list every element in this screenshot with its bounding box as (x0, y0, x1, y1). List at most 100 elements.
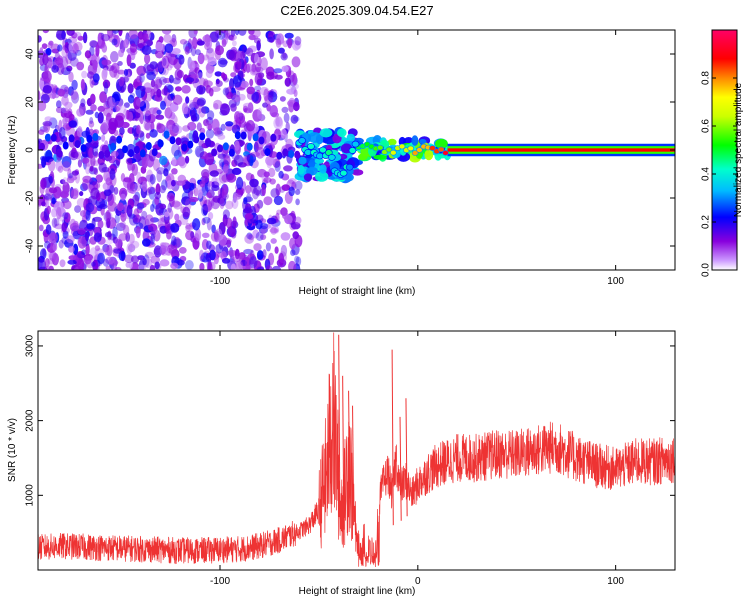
spectrogram-cell (208, 180, 213, 190)
spectrogram-cell (135, 226, 141, 239)
snr-spike (348, 390, 351, 499)
snr-panel: -100 0 100 1000 2000 3000 Height of straight… (7, 330, 676, 597)
spectrogram-cell (139, 149, 146, 158)
spectrogram-cell (104, 246, 111, 256)
spectrogram-cell (84, 255, 92, 265)
spectrogram-cell (181, 143, 188, 152)
spectrogram-cell (89, 128, 94, 136)
spectrogram-cell (118, 30, 123, 37)
spectrogram-cell (265, 155, 275, 166)
spectrogram-cell (38, 35, 42, 43)
colorbar-gradient (711, 29, 738, 271)
spectrogram-cell (184, 46, 190, 55)
spectrogram-cell (109, 168, 116, 181)
spectrogram-cell (249, 35, 259, 40)
spectrogram-cell (277, 47, 285, 54)
spectrogram-cell (170, 262, 179, 270)
spectrogram-cell (223, 77, 230, 83)
spectrogram-cell (156, 109, 162, 115)
spectrogram-cell (44, 195, 50, 209)
spectrogram-cell (129, 43, 137, 53)
spectrogram-cell (159, 244, 170, 256)
spectrogram-cell (225, 121, 234, 127)
spectrogram-cell (61, 107, 70, 114)
spectrogram-cell (171, 168, 178, 175)
spectrogram-cell (46, 205, 51, 215)
spectrogram-cell (199, 262, 205, 270)
spectrogram-cell (189, 60, 196, 71)
spectrogram-cell (214, 48, 221, 60)
spectrogram-cell (223, 163, 229, 174)
spectrogram-cell (233, 154, 244, 166)
spectrogram-cell (178, 247, 187, 254)
spectrogram-cell (273, 117, 284, 130)
spectrogram-cell (147, 186, 156, 195)
snr-y-tick-label: 2000 (25, 409, 36, 432)
spectrogram-cell (136, 171, 142, 185)
spectrogram-cell (315, 171, 329, 182)
spectrogram-cell (156, 122, 162, 130)
spectrogram-cell (164, 219, 171, 229)
colorbar-label: Normalized spectral amplitude (733, 82, 744, 217)
spectrogram-cell (127, 83, 134, 94)
spectrogram-cell (125, 109, 130, 120)
spectrogram-cell (77, 258, 85, 270)
spectrogram-cell (61, 222, 67, 233)
spectrogram-cell (274, 74, 283, 80)
spectrogram-cell (92, 160, 100, 166)
spectrogram-cell (42, 85, 53, 94)
spectrogram-cell (89, 247, 98, 260)
colorbar-tick-label: 0.0 (701, 263, 712, 277)
spectrogram-cell (118, 233, 128, 241)
spectrogram-cell (45, 224, 52, 235)
spectrogram-cell (270, 238, 277, 244)
spectrogram-cell (59, 259, 66, 268)
spectrogram-cell (58, 239, 64, 249)
spectrogram-cell (207, 123, 213, 131)
spectrogram-cell (98, 151, 105, 159)
spectrogram-cell (256, 266, 265, 270)
spectrogram-cell (139, 73, 145, 83)
spectrogram-cell (89, 165, 94, 172)
spectrogram-cell (291, 40, 301, 51)
spectrogram-cell (230, 72, 237, 78)
spectrogram-cell (294, 189, 301, 196)
spectrogram-cell (351, 169, 364, 176)
spectrogram-cell (276, 151, 283, 160)
spectrogram-cell (192, 218, 201, 231)
spectrogram-cell (181, 102, 189, 115)
spectrogram-cell (200, 252, 210, 263)
spectrogram-cell (207, 110, 215, 121)
spectrogram-cell (92, 259, 99, 270)
spectrogram-cell (105, 265, 111, 270)
spectrogram-cell (93, 151, 99, 158)
spectrogram-cell (105, 231, 112, 238)
spectrogram-cell (201, 217, 206, 226)
spectrogram-cell (175, 137, 182, 146)
spectrogram-cell (98, 162, 107, 173)
spectrogram-cell (159, 203, 167, 210)
spectrogram-cell (56, 100, 62, 109)
spectrogram-cell (204, 33, 211, 47)
spectrogram-cell (253, 37, 261, 44)
spectrogram-cell (127, 243, 136, 253)
spectrogram-cell (172, 94, 183, 106)
spectrogram-cell (143, 113, 151, 122)
spectrogram-cell (72, 243, 79, 255)
spectrogram-cell (130, 255, 140, 264)
spectrogram-cell (211, 148, 218, 157)
spectrogram-cell (166, 84, 174, 93)
spectrogram-cell (39, 47, 44, 60)
spectrogram-cell (82, 157, 90, 164)
spectrogram-cell (108, 117, 118, 131)
spectrogram-cell (74, 205, 82, 213)
spectrogram-cell (255, 89, 261, 98)
spectrogram-cell (251, 91, 259, 102)
spectrogram-cell (50, 133, 57, 142)
spectrogram-cell (68, 120, 78, 128)
spectrogram-cell (61, 156, 72, 168)
spectrogram-cell (194, 145, 205, 158)
spectrogram-cell (178, 54, 185, 65)
spectrogram-cell (290, 114, 299, 124)
spectrogram-cell (47, 158, 56, 172)
